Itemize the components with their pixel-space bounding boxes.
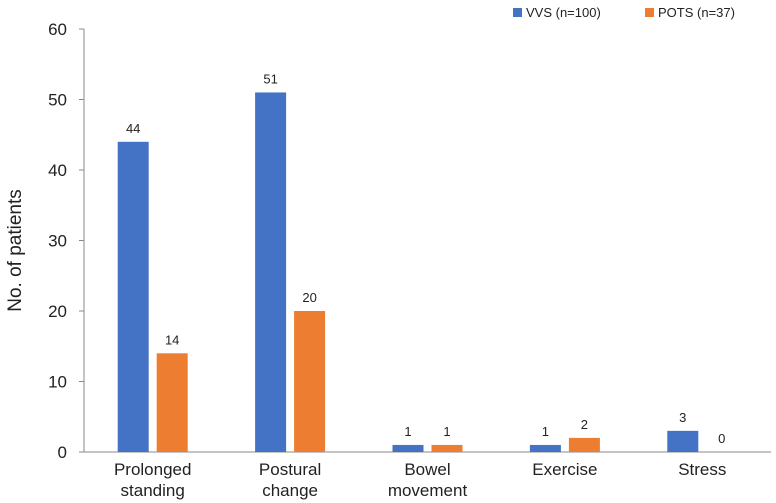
data-label: 14 <box>165 332 179 347</box>
y-tick-label: 40 <box>48 161 67 180</box>
bar-pots <box>568 437 600 452</box>
bar-pots <box>156 353 188 452</box>
category-label: Prolonged <box>114 460 192 479</box>
bar-vvs <box>255 92 287 452</box>
y-tick-label: 50 <box>48 91 67 110</box>
legend-label: VVS (n=100) <box>526 5 601 20</box>
y-tick-labels: 0 10 20 30 40 50 60 <box>48 20 84 462</box>
category-label: Postural <box>259 460 321 479</box>
bar-vvs <box>117 141 149 453</box>
bars <box>117 92 699 453</box>
data-label: 2 <box>581 417 588 432</box>
data-label: 1 <box>542 424 549 439</box>
bar-pots <box>431 444 463 452</box>
bar-vvs <box>667 430 699 452</box>
data-label: 44 <box>126 121 140 136</box>
data-label: 1 <box>404 424 411 439</box>
legend-swatch <box>645 8 654 17</box>
bar-pots <box>294 311 326 452</box>
legend-swatch <box>513 8 522 17</box>
data-label: 1 <box>443 424 450 439</box>
category-label: movement <box>388 481 468 500</box>
data-labels: 44 14 51 20 1 1 1 2 3 0 <box>126 71 725 446</box>
y-tick-label: 0 <box>58 443 67 462</box>
legend: VVS (n=100) POTS (n=37) <box>513 5 735 20</box>
y-tick-label: 60 <box>48 20 67 39</box>
category-label: change <box>262 481 318 500</box>
bar-vvs <box>529 444 561 452</box>
data-label: 0 <box>718 431 725 446</box>
y-axis-label: No. of patients <box>5 189 26 312</box>
category-labels: Prolonged standing Postural change Bowel move… <box>114 460 726 500</box>
data-label: 51 <box>263 71 277 86</box>
bar-vvs <box>392 444 424 452</box>
y-tick-label: 30 <box>48 232 67 251</box>
y-tick-label: 10 <box>48 373 67 392</box>
y-tick-label: 20 <box>48 302 67 321</box>
data-label: 3 <box>679 410 686 425</box>
category-label: Exercise <box>532 460 597 479</box>
category-label: standing <box>121 481 185 500</box>
category-label: Bowel <box>404 460 450 479</box>
data-label: 20 <box>302 290 316 305</box>
legend-label: POTS (n=37) <box>658 5 735 20</box>
category-label: Stress <box>678 460 726 479</box>
